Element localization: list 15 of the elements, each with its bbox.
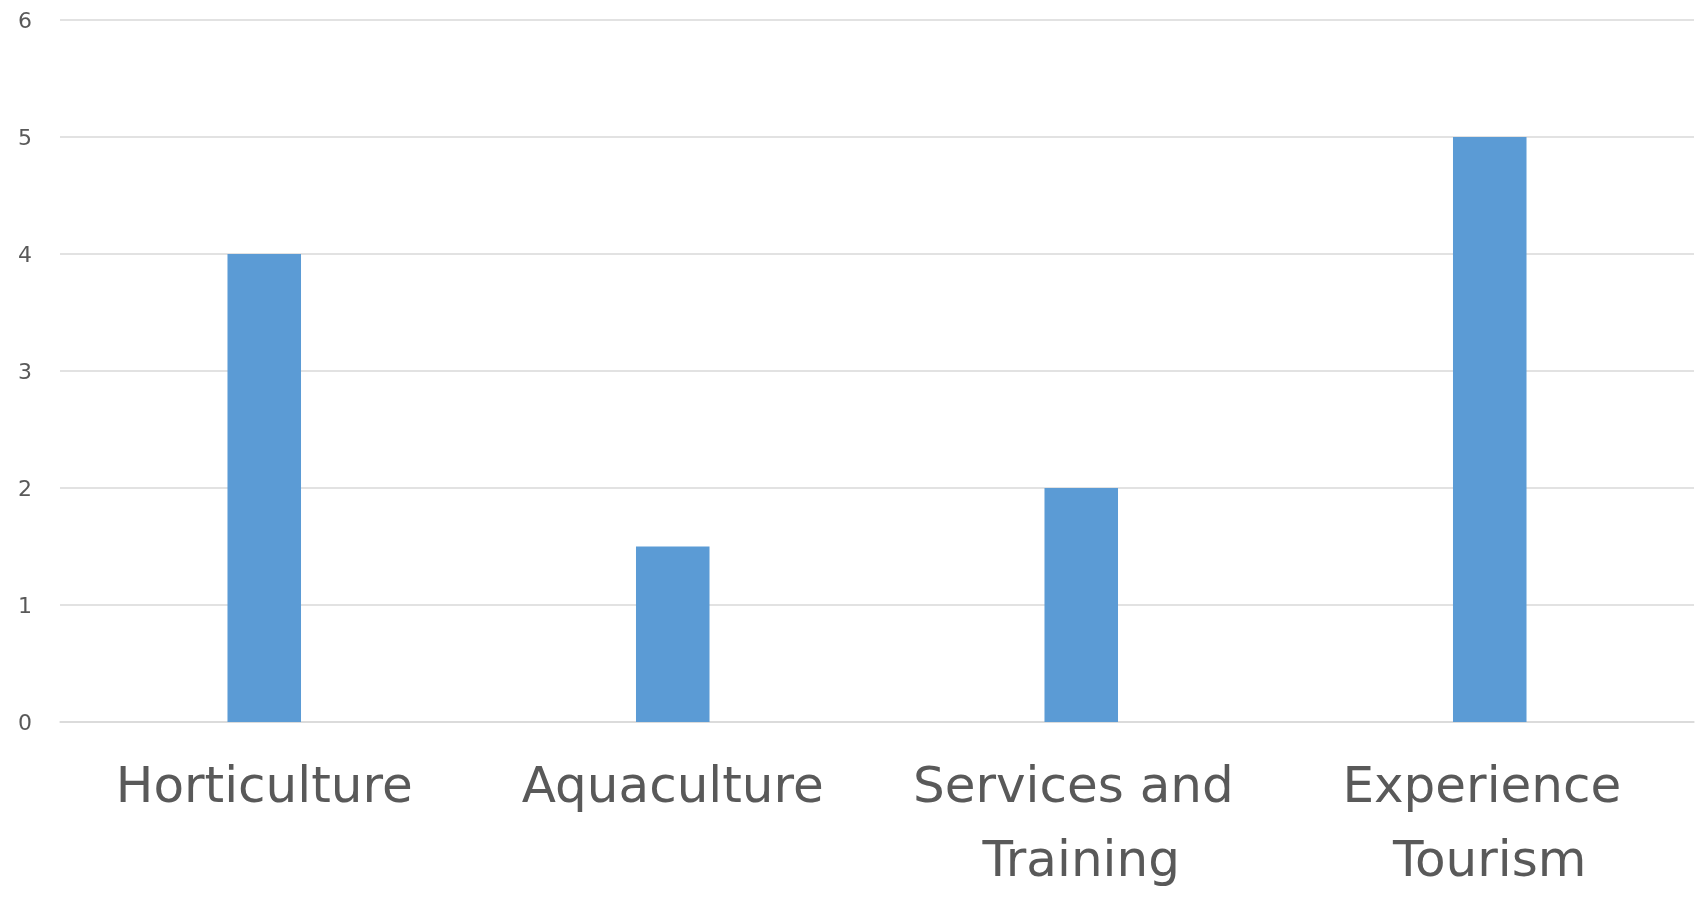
x-tick-label: Horticulture <box>115 756 413 814</box>
y-tick-label: 6 <box>18 7 32 33</box>
x-tick-label: Experience Tourism <box>1342 756 1638 888</box>
bar <box>1044 488 1119 722</box>
bar <box>1452 137 1527 722</box>
y-tick-label: 1 <box>18 592 32 618</box>
y-tick-label: 5 <box>18 124 32 150</box>
x-tick-label: Services and Training <box>912 756 1250 888</box>
bar <box>227 254 302 722</box>
y-tick-label: 4 <box>18 241 32 267</box>
y-tick-label: 2 <box>18 475 32 501</box>
y-tick-label: 0 <box>18 709 32 735</box>
x-tick-label: Aquaculture <box>521 756 824 814</box>
y-tick-label: 3 <box>18 358 32 384</box>
bar <box>635 546 710 722</box>
